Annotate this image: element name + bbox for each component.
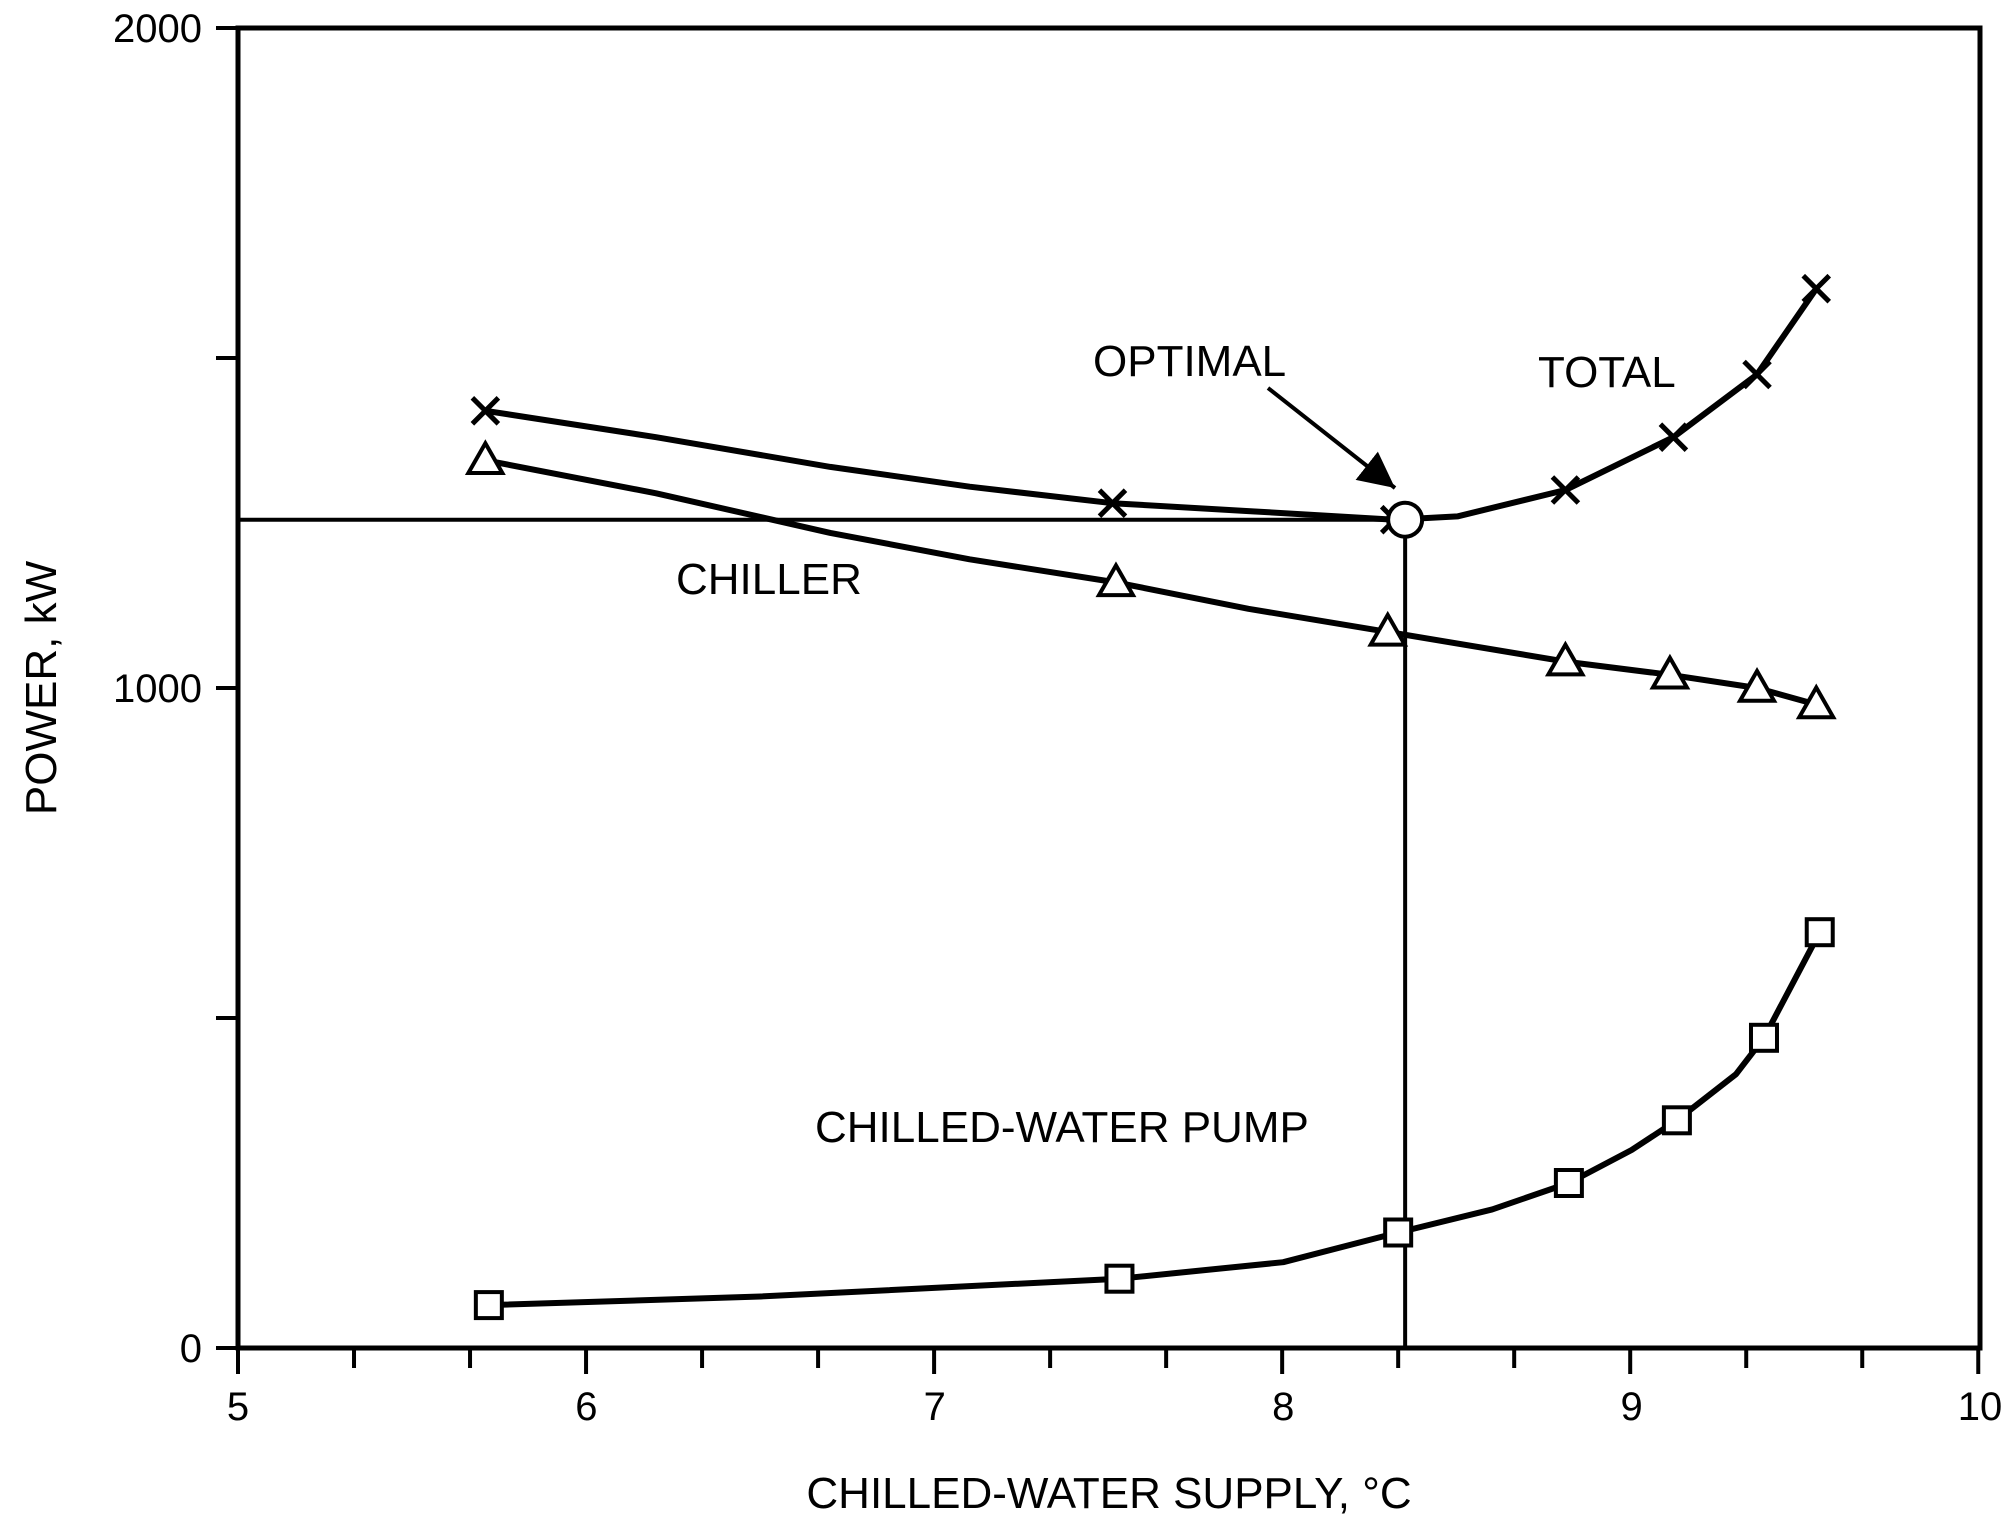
y-tick-label: 2000 bbox=[113, 7, 202, 51]
chiller-marker bbox=[1736, 666, 1778, 703]
chiller-series-line bbox=[482, 457, 1820, 708]
x-tick-label: 6 bbox=[575, 1385, 597, 1429]
pump-marker bbox=[473, 1290, 504, 1321]
pump-marker bbox=[1661, 1105, 1692, 1136]
x-tick-label: 9 bbox=[1620, 1385, 1642, 1429]
optimal-arrow bbox=[1266, 386, 1397, 490]
x-tick-label: 10 bbox=[1958, 1385, 2002, 1429]
optimal-point bbox=[1386, 500, 1425, 539]
total-marker bbox=[1801, 273, 1832, 304]
total-marker bbox=[1658, 422, 1689, 452]
total-label: TOTAL bbox=[1538, 348, 1676, 397]
chiller-marker bbox=[1544, 640, 1586, 677]
pump-marker bbox=[1748, 1022, 1779, 1053]
x-tick-label: 8 bbox=[1272, 1385, 1294, 1429]
x-axis-title: CHILLED-WATER SUPPLY, °C bbox=[806, 1469, 1411, 1518]
chiller-marker bbox=[464, 439, 506, 476]
chiller-marker bbox=[1795, 683, 1837, 720]
pump-marker bbox=[1383, 1217, 1414, 1248]
chiller-marker bbox=[1649, 653, 1691, 690]
total-marker bbox=[470, 396, 501, 426]
chiller-marker bbox=[1095, 561, 1137, 598]
x-tick-label: 5 bbox=[227, 1385, 249, 1429]
total-marker bbox=[1550, 475, 1581, 505]
pump-marker bbox=[1104, 1263, 1135, 1294]
axis-ticks bbox=[216, 26, 1981, 1374]
chiller-marker bbox=[1367, 610, 1409, 647]
pump-marker bbox=[1804, 917, 1835, 948]
chiller-label: CHILLER bbox=[676, 555, 862, 604]
optimal-guide-lines bbox=[238, 517, 1408, 1348]
total-marker bbox=[1097, 488, 1128, 518]
pump-label: CHILLED-WATER PUMP bbox=[815, 1103, 1309, 1152]
pump-series-line bbox=[485, 929, 1823, 1309]
y-tick-label: 0 bbox=[180, 1327, 202, 1371]
total-marker bbox=[1742, 359, 1772, 390]
total-series-line bbox=[482, 285, 1820, 523]
optimal-label: OPTIMAL bbox=[1093, 337, 1286, 386]
pump-marker bbox=[1553, 1168, 1584, 1198]
axis-tick-labels: 5 6 7 8 9 10 0 1000 2000 bbox=[113, 7, 2002, 1429]
y-tick-label: 1000 bbox=[113, 667, 202, 711]
y-axis-title: POWER, kW bbox=[17, 560, 66, 815]
series-markers bbox=[464, 273, 1837, 1321]
series-lines bbox=[482, 285, 1823, 1309]
x-tick-label: 7 bbox=[924, 1385, 946, 1429]
